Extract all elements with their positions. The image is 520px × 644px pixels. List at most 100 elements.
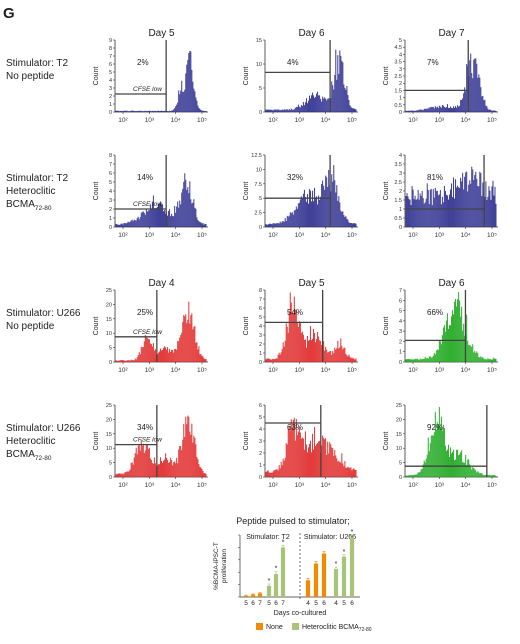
gate-percent-label: 34% <box>137 423 153 432</box>
y-tick-label: 3 <box>399 329 402 335</box>
y-tick-label: 5 <box>259 196 262 202</box>
bar <box>313 563 319 597</box>
y-tick-label: 6 <box>259 306 262 312</box>
x-tick-label: 10⁵ <box>347 482 357 489</box>
y-tick-label: 0 <box>259 225 262 231</box>
gate-percent-label: 4% <box>287 58 299 67</box>
x-tick-label: 10⁵ <box>487 367 497 374</box>
y-tick-label: 20 <box>106 302 112 308</box>
gate-label: CFSE low <box>133 329 163 336</box>
row-label-line: Stimulator: U266 <box>6 308 81 319</box>
y-tick-label: 2 <box>399 81 402 87</box>
row-label-line: No peptide <box>6 71 55 82</box>
y-tick-label: 5 <box>109 346 112 352</box>
y-tick-label: 1 <box>109 216 112 222</box>
significance-asterisk: * <box>351 529 354 536</box>
x-tick-label: 10³ <box>145 117 155 124</box>
bar-chart-title: Peptide pulsed to stimulator; <box>236 516 350 526</box>
y-tick-label: 10 <box>256 62 262 68</box>
x-tick-label: 10³ <box>145 482 155 489</box>
y-tick-label: 15 <box>106 317 112 323</box>
y-tick-label: 8 <box>109 153 112 159</box>
histogram-row-U266-het: Stimulator: U266 Heteroclitic BCMA72-80 0 5 1… <box>6 403 498 489</box>
x-tick-label: 10⁵ <box>487 482 497 489</box>
y-tick-label: 20 <box>396 417 402 423</box>
gate-percent-label: 92% <box>427 423 443 432</box>
x-tick-label: 10⁴ <box>461 482 471 489</box>
legend-label-subscript: 72-80 <box>359 627 372 633</box>
y-tick-label: 6 <box>399 298 402 304</box>
y-tick-label: 7 <box>109 54 112 60</box>
y-tick-label: 0 <box>399 110 402 116</box>
y-tick-label: 0 <box>399 225 402 231</box>
group-label-u266: Stimulator: U266 <box>304 534 356 541</box>
x-tick-label: 10⁴ <box>321 367 331 374</box>
y-tick-label: 0 <box>399 475 402 481</box>
bar-category-label: 5 <box>244 600 248 607</box>
y-tick-label: 2.5 <box>394 180 402 186</box>
panel-day-title: Day 6 <box>438 278 465 289</box>
group-label-t2: Stimulator: T2 <box>246 534 290 541</box>
bar <box>250 594 256 597</box>
y-tick-label: 3 <box>399 67 402 73</box>
x-tick-label: 10⁴ <box>461 367 471 374</box>
row-label-subscript: 72-80 <box>35 205 52 212</box>
bar <box>341 556 347 597</box>
x-tick-label: 10² <box>408 482 418 489</box>
y-tick-label: 15 <box>106 432 112 438</box>
gate-label: CFSE low <box>133 437 163 444</box>
y-axis-label: Count <box>243 67 250 86</box>
y-tick-label: 4 <box>399 319 402 325</box>
y-tick-label: 1 <box>259 463 262 469</box>
y-tick-label: 2 <box>109 94 112 100</box>
y-tick-label: 4 <box>399 52 402 58</box>
y-axis-label: Count <box>243 317 250 336</box>
bar <box>349 537 355 597</box>
bar-y-label-line: %BCMA-iPSC-T <box>213 542 220 590</box>
gate-percent-label: 7% <box>427 58 439 67</box>
y-tick-label: 2 <box>399 339 402 345</box>
y-tick-label: 4.5 <box>394 45 402 51</box>
bar-category-label: 7 <box>258 600 262 607</box>
y-tick-label: 1 <box>399 96 402 102</box>
gate-label: CFSE low <box>133 201 163 208</box>
y-tick-label: 15 <box>396 432 402 438</box>
histogram-panel: Day 6 0 5 10 15 Count 10² 10³ 10⁴ 10⁵ 4% <box>243 28 358 124</box>
bar-category-label: 5 <box>314 600 318 607</box>
bar-category-label: 6 <box>350 600 354 607</box>
y-axis-label: Count <box>93 317 100 336</box>
y-tick-label: 1 <box>109 102 112 108</box>
x-tick-label: 10³ <box>295 367 305 374</box>
y-tick-label: 9 <box>109 38 112 44</box>
bar-category-label: 5 <box>267 600 271 607</box>
x-tick-label: 10⁵ <box>197 367 207 374</box>
gate-percent-label: 2% <box>137 58 149 67</box>
bar <box>257 593 263 597</box>
y-axis-label: Count <box>243 182 250 201</box>
panel-day-title: Day 4 <box>148 278 175 289</box>
y-tick-label: 5 <box>109 180 112 186</box>
y-tick-label: 3 <box>109 198 112 204</box>
y-tick-label: 2 <box>259 451 262 457</box>
y-tick-label: 7 <box>399 288 402 294</box>
y-tick-label: 1 <box>399 207 402 213</box>
y-tick-label: 8 <box>109 46 112 52</box>
bar <box>333 569 339 597</box>
row-label-line: No peptide <box>6 321 55 332</box>
gate-percent-label: 32% <box>287 173 303 182</box>
y-tick-label: 2.5 <box>254 211 262 217</box>
histogram-panel: Day 7 00.51 1.522.533.5 44.55 Count 10² 10³ 10⁴… <box>383 28 498 124</box>
legend-swatch-heteroclitic <box>292 623 299 630</box>
histogram-panel: 0 0.5 1 1.5 2 2.5 3 3.5 4 Count 10² 10³ 10⁴ 10⁵ 81% <box>383 153 498 239</box>
y-tick-label: 4 <box>109 78 112 84</box>
significance-asterisk: * <box>343 549 346 556</box>
y-tick-label: 0 <box>109 110 112 116</box>
y-tick-label: 25 <box>106 403 112 409</box>
y-axis-label: Count <box>93 432 100 451</box>
y-tick-label: 5 <box>259 315 262 321</box>
y-tick-label: 5 <box>259 415 262 421</box>
histogram-rows: Stimulator: T2 No peptide Day 5 0 1 2 3 4 5 6 7 8 9 C… <box>6 28 498 489</box>
gate-percent-label: 25% <box>137 308 153 317</box>
row-label-line: Heteroclitic <box>6 436 55 447</box>
